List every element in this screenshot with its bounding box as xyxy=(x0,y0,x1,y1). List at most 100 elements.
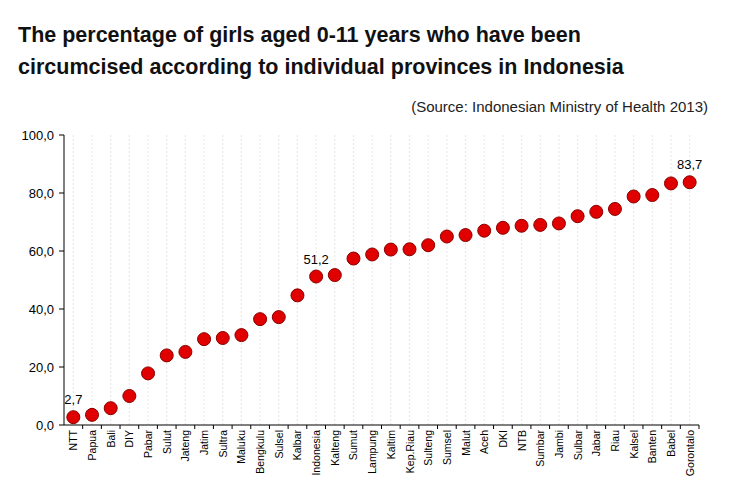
point xyxy=(478,224,491,237)
y-tick-label: 60,0 xyxy=(29,244,54,259)
grid-line xyxy=(558,135,559,425)
x-tick-label: Riau xyxy=(609,430,621,452)
grid-line xyxy=(241,135,242,425)
point xyxy=(571,210,584,223)
point xyxy=(142,367,155,380)
x-tick xyxy=(400,425,401,429)
point xyxy=(235,329,248,342)
x-tick xyxy=(288,425,289,429)
grid-line xyxy=(297,135,298,425)
y-tick-label: 40,0 xyxy=(29,302,54,317)
x-tick-label: Kaltim xyxy=(385,430,397,459)
point xyxy=(67,411,80,424)
grid-line xyxy=(390,135,391,425)
grid-line xyxy=(596,135,597,425)
grid-line xyxy=(521,135,522,425)
x-tick-label: DKI xyxy=(497,430,509,448)
grid-line xyxy=(222,135,223,425)
grid-line xyxy=(260,135,261,425)
grid-line xyxy=(540,135,541,425)
x-tick xyxy=(586,425,587,429)
y-tick-label: 20,0 xyxy=(29,360,54,375)
x-tick xyxy=(194,425,195,429)
grid-line xyxy=(614,135,615,425)
grid-line xyxy=(92,135,93,425)
x-tick xyxy=(381,425,382,429)
title-line: circumcised according to individual prov… xyxy=(18,55,625,79)
point xyxy=(459,229,472,242)
x-tick xyxy=(101,425,102,429)
point xyxy=(123,390,136,403)
x-tick xyxy=(474,425,475,429)
x-tick-label: Indonesia xyxy=(310,430,322,476)
point xyxy=(347,252,360,265)
point xyxy=(683,176,696,189)
point xyxy=(646,189,659,202)
x-tick xyxy=(176,425,177,429)
x-tick-label: Gorontalo xyxy=(684,430,696,476)
grid-line xyxy=(185,135,186,425)
point xyxy=(216,332,229,345)
y-tick xyxy=(59,251,64,252)
point xyxy=(366,248,379,261)
x-tick-label: Kalbar xyxy=(291,430,303,461)
x-tick-label: Pabar xyxy=(142,430,154,459)
x-tick xyxy=(250,425,251,429)
point xyxy=(440,230,453,243)
x-tick xyxy=(306,425,307,429)
x-tick xyxy=(680,425,681,429)
x-tick xyxy=(512,425,513,429)
grid-line xyxy=(353,135,354,425)
grid-line xyxy=(166,135,167,425)
x-tick xyxy=(269,425,270,429)
point xyxy=(552,217,565,230)
point xyxy=(515,219,528,232)
point xyxy=(160,349,173,362)
y-axis-line xyxy=(64,135,65,425)
point xyxy=(590,205,603,218)
grid-line xyxy=(372,135,373,425)
x-tick-label: DIY xyxy=(123,430,135,448)
x-tick xyxy=(138,425,139,429)
grid-line xyxy=(409,135,410,425)
x-tick-label: NTB xyxy=(516,430,528,451)
x-tick-label: Maluku xyxy=(235,430,247,464)
x-tick-label: Malut xyxy=(460,430,472,456)
x-tick xyxy=(699,425,700,429)
x-tick-label: Bali xyxy=(105,430,117,448)
point xyxy=(254,313,267,326)
x-tick-label: Sulteng xyxy=(422,430,434,466)
x-tick-label: Sulbar xyxy=(572,430,584,461)
y-tick-label: 100,0 xyxy=(21,128,54,143)
y-tick-label: 0,0 xyxy=(36,418,54,433)
x-tick-label: Sumbar xyxy=(534,429,546,466)
chart: The percentage of girls aged 0-11 years … xyxy=(0,0,730,487)
point xyxy=(403,243,416,256)
grid-line xyxy=(633,135,634,425)
x-tick-label: Kalteng xyxy=(329,430,341,466)
x-tick xyxy=(232,425,233,429)
x-tick-label: Jatim xyxy=(198,430,210,455)
x-tick xyxy=(605,425,606,429)
x-tick xyxy=(549,425,550,429)
x-tick-label: Kep.Riau xyxy=(404,430,416,473)
x-tick xyxy=(624,425,625,429)
x-tick xyxy=(213,425,214,429)
point xyxy=(627,190,640,203)
grid-line xyxy=(278,135,279,425)
x-tick-label: Babel xyxy=(665,430,677,457)
point xyxy=(664,177,677,190)
grid-line xyxy=(652,135,653,425)
title: The percentage of girls aged 0-11 years … xyxy=(18,23,625,79)
grid-line xyxy=(502,135,503,425)
point xyxy=(608,202,621,215)
point xyxy=(384,243,397,256)
x-tick xyxy=(642,425,643,429)
x-tick xyxy=(530,425,531,429)
point xyxy=(179,345,192,358)
point xyxy=(198,333,211,346)
x-tick-label: Sulut xyxy=(161,430,173,454)
x-tick xyxy=(362,425,363,429)
point xyxy=(310,270,323,283)
grid-line xyxy=(484,135,485,425)
